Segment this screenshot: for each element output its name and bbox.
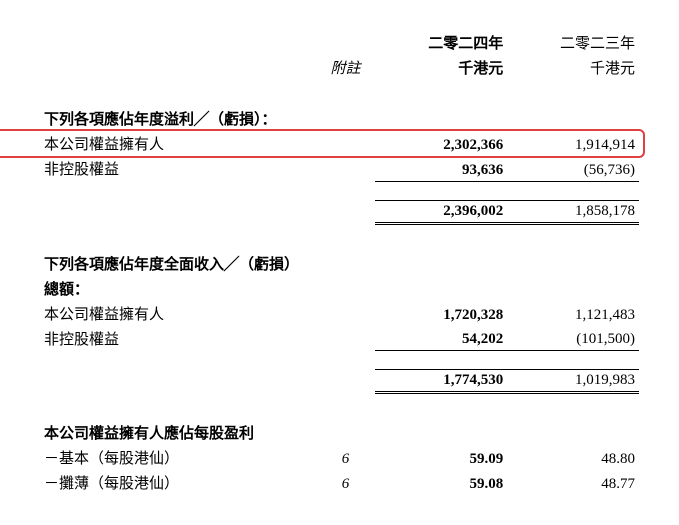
- col-header-2024: 二零二四年: [375, 30, 507, 55]
- row-value-2023: 48.77: [507, 470, 639, 495]
- row-label: －基本（每股港仙）: [40, 445, 316, 470]
- section3-row-0: －基本（每股港仙） 6 59.09 48.80: [40, 445, 639, 470]
- section1-row-0: 本公司權益擁有人 2,302,366 1,914,914: [40, 131, 639, 156]
- section3-title: 本公司權益擁有人應佔每股盈利: [40, 420, 639, 445]
- total-2024: 1,774,530: [375, 370, 507, 393]
- row-note: 6: [316, 445, 376, 470]
- section2-title-l1: 下列各項應佔年度全面收入╱（虧損）: [40, 251, 639, 276]
- row-value-2024: 59.09: [375, 445, 507, 470]
- row-value-2024: 1,720,328: [375, 301, 507, 326]
- row-value-2024: 59.08: [375, 470, 507, 495]
- section1-total-row: 2,396,002 1,858,178: [40, 200, 639, 223]
- row-label: －攤薄（每股港仙）: [40, 470, 316, 495]
- total-2024: 2,396,002: [375, 200, 507, 223]
- row-label: 非控股權益: [40, 326, 316, 351]
- section3-title-row: 本公司權益擁有人應佔每股盈利: [40, 420, 639, 445]
- section2-total-row: 1,774,530 1,019,983: [40, 370, 639, 393]
- row-note: 6: [316, 470, 376, 495]
- section2-title-l2: 總額：: [40, 276, 639, 301]
- header-unit-row: 附註 千港元 千港元: [40, 55, 639, 80]
- section1-title: 下列各項應佔年度溢利╱（虧損）：: [40, 106, 639, 131]
- header-year-row: 二零二四年 二零二三年: [40, 30, 639, 55]
- row-label: 非控股權益: [40, 156, 316, 181]
- row-value-2023: 48.80: [507, 445, 639, 470]
- total-2023: 1,858,178: [507, 200, 639, 223]
- row-label: 本公司權益擁有人: [40, 301, 316, 326]
- row-value-2024: 93,636: [375, 156, 507, 181]
- section1-title-row: 下列各項應佔年度溢利╱（虧損）：: [40, 106, 639, 131]
- row-value-2023: (56,736): [507, 156, 639, 181]
- col-header-2023: 二零二三年: [507, 30, 639, 55]
- row-value-2023: 1,914,914: [575, 137, 635, 153]
- row-value-2023: 1,121,483: [507, 301, 639, 326]
- section2-row-0: 本公司權益擁有人 1,720,328 1,121,483: [40, 301, 639, 326]
- row-label: 本公司權益擁有人: [44, 137, 164, 153]
- section2-title-row1: 下列各項應佔年度全面收入╱（虧損）: [40, 251, 639, 276]
- row-value-2024: 54,202: [375, 326, 507, 351]
- section2-title-row2: 總額：: [40, 276, 639, 301]
- financial-table: 二零二四年 二零二三年 附註 千港元 千港元 下列各項應佔年度溢利╱（虧損）： …: [40, 30, 639, 495]
- section2-row-1: 非控股權益 54,202 (101,500): [40, 326, 639, 351]
- unit-2024: 千港元: [375, 55, 507, 80]
- section3-row-1: －攤薄（每股港仙） 6 59.08 48.77: [40, 470, 639, 495]
- note-header: 附註: [316, 55, 376, 80]
- unit-2023: 千港元: [507, 55, 639, 80]
- total-2023: 1,019,983: [507, 370, 639, 393]
- section1-row-1: 非控股權益 93,636 (56,736): [40, 156, 639, 181]
- row-value-2023: (101,500): [507, 326, 639, 351]
- row-value-2024: 2,302,366: [375, 131, 507, 156]
